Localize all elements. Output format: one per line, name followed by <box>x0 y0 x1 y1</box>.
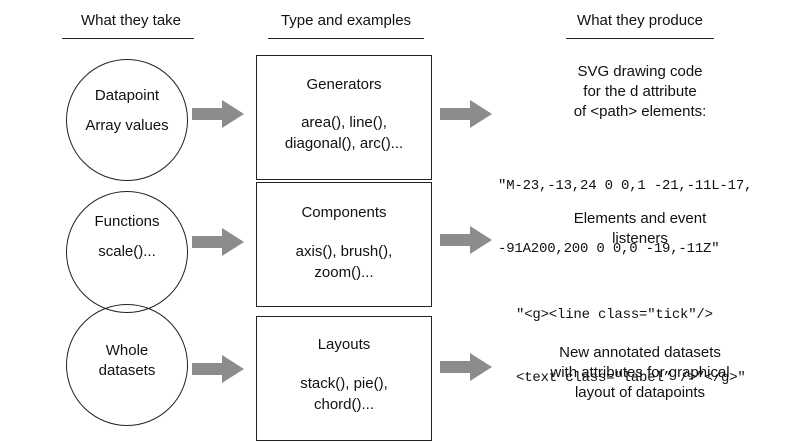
type-title: Components <box>301 204 387 221</box>
header-underline-take <box>62 38 194 39</box>
header-underline-produce <box>566 38 714 39</box>
input-label-line-2: scale()... <box>98 243 156 260</box>
output-line-1: SVG drawing code <box>577 63 703 80</box>
header-type-and-examples: Type and examples <box>280 12 412 29</box>
output-description-elements: Elements and event listeners <box>520 209 760 249</box>
input-label-line-2: Array values <box>85 117 169 134</box>
input-circle-functions: Functions scale()... <box>66 191 188 313</box>
header-what-they-take: What they take <box>80 12 182 29</box>
output-line-3: of <path> elements: <box>573 103 707 120</box>
type-box-generators: Generators area(), line(), diagonal(), a… <box>256 55 432 180</box>
header-what-they-produce: What they produce <box>577 12 703 29</box>
output-code-path-data: "M-23,-13,24 0 0,1 -21,-11L-17, -91A200,… <box>498 134 752 281</box>
arrow-right-icon <box>440 353 492 381</box>
type-example-line-1: axis(), brush(), <box>295 243 393 260</box>
code-line-1: "M-23,-13,24 0 0,1 -21,-11L-17, <box>498 178 753 194</box>
type-example-line-1: area(), line(), <box>301 114 387 131</box>
type-example-line-2: chord()... <box>313 396 374 413</box>
type-box-components: Components axis(), brush(), zoom()... <box>256 182 432 307</box>
output-line-3: layout of datapoints <box>574 384 706 401</box>
code-line-2: -91A200,200 0 0,0 -19,-11Z" <box>498 241 720 257</box>
arrow-right-icon <box>192 355 244 383</box>
input-label-line-1: Functions <box>94 213 160 230</box>
output-description-svg-code: SVG drawing code for the d attribute of … <box>520 62 760 122</box>
header-underline-type <box>268 38 424 39</box>
arrow-right-icon <box>440 226 492 254</box>
input-circle-datapoint: Datapoint Array values <box>66 59 188 181</box>
input-label-line-2: datasets <box>98 362 156 379</box>
arrow-right-icon <box>192 228 244 256</box>
arrow-right-icon <box>192 100 244 128</box>
type-box-layouts: Layouts stack(), pie(), chord()... <box>256 316 432 441</box>
code-line-2: <text class="label” />”</g>" <box>516 370 746 386</box>
type-example-line-2: zoom()... <box>314 264 374 281</box>
output-description-annotated-datasets: New annotated datasets with attributes f… <box>505 343 775 403</box>
output-line-1: New annotated datasets <box>559 344 721 361</box>
code-line-1: "<g><line class="tick"/> <box>516 307 713 323</box>
arrow-right-icon <box>440 100 492 128</box>
type-title: Layouts <box>317 336 371 353</box>
output-line-2: for the d attribute <box>583 83 697 100</box>
type-title: Generators <box>306 76 382 93</box>
input-label-line-1: Datapoint <box>94 87 160 104</box>
output-code-markup: "<g><line class="tick"/> <text class="la… <box>516 263 746 410</box>
output-line-1: Elements and event <box>573 210 707 227</box>
output-line-2: with attributes for graphical <box>550 364 730 381</box>
type-example-line-2: diagonal(), arc()... <box>284 135 404 152</box>
output-line-2: listeners <box>612 230 668 247</box>
type-example-line-1: stack(), pie(), <box>300 375 388 392</box>
input-circle-whole-datasets: Whole datasets <box>66 304 188 426</box>
input-label-line-1: Whole <box>105 342 149 359</box>
